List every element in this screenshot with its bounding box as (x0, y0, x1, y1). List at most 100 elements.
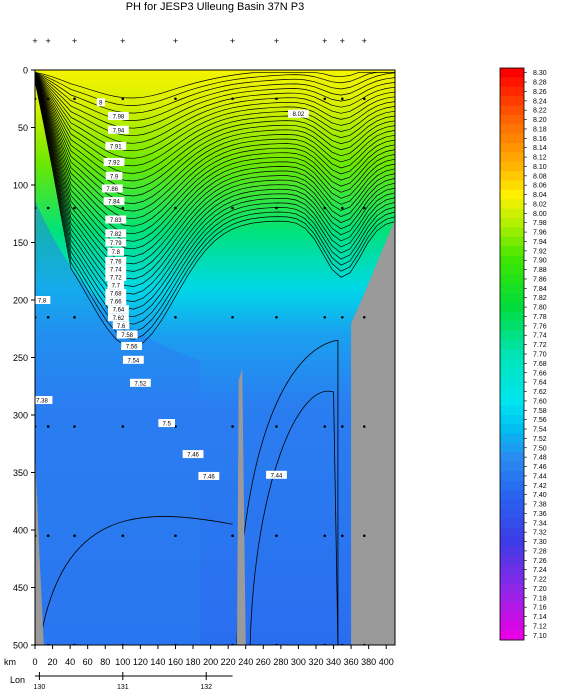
colorbar-label: 7.52 (533, 436, 547, 443)
colorbar-cell (500, 583, 524, 594)
colorbar-label: 8.16 (533, 136, 547, 143)
colorbar-label: 7.88 (533, 267, 547, 274)
x-tick-label: 220 (221, 657, 236, 667)
contour-label-bg (103, 158, 125, 166)
colorbar-cell (500, 246, 524, 256)
station-plus: + (120, 36, 125, 46)
y-tick-label: 400 (13, 526, 28, 536)
y-tick-label: 450 (13, 583, 28, 593)
station-plus: + (340, 36, 345, 46)
sample-dot (46, 315, 50, 319)
y-axis: 0 50 100 150 200 250 300 350 400 450 500 (13, 66, 35, 651)
contour-line (35, 73, 395, 137)
contour-label: 7.5 (163, 422, 172, 428)
colorbar-label: 7.84 (533, 286, 547, 293)
x-tick-label: 160 (168, 657, 183, 667)
x-tick-label: 320 (308, 657, 323, 667)
colorbar-cell (500, 208, 524, 219)
colorbar-label: 7.98 (533, 220, 547, 227)
contour-line (35, 77, 395, 265)
station-plus: + (322, 36, 327, 46)
contour-label-bg (105, 215, 127, 224)
colorbar-label: 7.74 (533, 333, 547, 340)
contour-label-bg (101, 184, 123, 193)
sample-dot (362, 315, 366, 319)
colorbar-label: 7.66 (533, 370, 547, 377)
colorbar-cell (500, 143, 524, 153)
colorbar-label: 8.02 (533, 201, 547, 208)
sample-dot (341, 534, 344, 538)
sample-dot (231, 425, 234, 428)
contour-label: 7.62 (113, 316, 125, 322)
lon-label: Lon (10, 675, 25, 685)
sample-dot (323, 315, 327, 319)
sample-dot (231, 97, 234, 101)
contour-line (35, 73, 395, 152)
colorbar-cell (500, 564, 524, 575)
sample-dot (323, 534, 327, 538)
y-tick-label: 250 (13, 353, 28, 363)
sample-dot (323, 206, 327, 210)
contour-label-bg (33, 296, 51, 304)
colorbar-label: 7.10 (533, 633, 547, 640)
colorbar-cell (500, 499, 524, 510)
contour-label: 7.56 (126, 345, 138, 351)
sample-dot (73, 315, 76, 319)
colorbar-label: 7.44 (533, 473, 547, 480)
colorbar-label: 8.00 (533, 211, 547, 218)
contour-label-bg (108, 305, 129, 314)
colorbar-cell (500, 527, 524, 538)
x-tick-label: 20 (48, 657, 58, 667)
contour-label: 7.38 (36, 399, 48, 405)
colorbar-label: 7.80 (533, 305, 547, 312)
colorbar-label: 8.24 (533, 98, 547, 105)
colorbar-cell (500, 508, 524, 519)
colorbar-cell (500, 189, 524, 200)
colorbar-cell (500, 602, 524, 613)
contour-label-bg (182, 450, 204, 459)
sample-dot (362, 425, 366, 428)
colorbar-label: 7.64 (533, 380, 547, 387)
sample-dot (46, 97, 50, 101)
sample-dot (121, 97, 125, 101)
lon-tick-label: 130 (34, 684, 46, 691)
colorbar-label: 7.58 (533, 408, 547, 415)
contour-line (35, 79, 395, 318)
colorbar-label: 7.30 (533, 539, 547, 546)
contour-label-bg (103, 197, 125, 206)
colorbar-label: 7.96 (533, 230, 547, 237)
contour-label-bg (105, 171, 123, 180)
colorbar-label: 7.38 (533, 502, 547, 509)
ph-field (35, 70, 395, 645)
contour-label: 7.84 (108, 200, 120, 206)
contour-line (35, 78, 395, 295)
colorbar-label: 8.10 (533, 164, 547, 171)
sample-dot (73, 534, 76, 538)
contour-line (35, 72, 395, 129)
bathymetry (35, 219, 395, 645)
colorbar-label: 8.22 (533, 108, 547, 115)
colorbar-label: 7.48 (533, 455, 547, 462)
contour-label: 8 (99, 101, 103, 107)
contour-label: 7.79 (110, 241, 122, 247)
colorbar-cell (500, 555, 524, 566)
contour-label-bg (121, 342, 142, 350)
colorbar-cell (500, 452, 524, 463)
colorbar-cell (500, 630, 524, 641)
colorbar-cell (500, 114, 524, 125)
contour-line (35, 75, 395, 204)
colorbar-label: 7.78 (533, 314, 547, 321)
x-tick-label: 280 (273, 657, 288, 667)
sample-dot (174, 534, 177, 538)
colorbar-label: 8.18 (533, 126, 547, 133)
colorbar-cell (500, 218, 524, 228)
station-plus: + (32, 36, 37, 46)
colorbar-cell (500, 368, 524, 378)
contour-line (35, 75, 395, 212)
y-tick-label: 500 (13, 641, 28, 651)
contour-label-bg (105, 229, 127, 238)
contour-label: 7.92 (108, 161, 120, 167)
colorbar-label: 7.62 (533, 389, 547, 396)
y-tick-label: 350 (13, 468, 28, 478)
colorbar-label: 8.20 (533, 117, 547, 124)
